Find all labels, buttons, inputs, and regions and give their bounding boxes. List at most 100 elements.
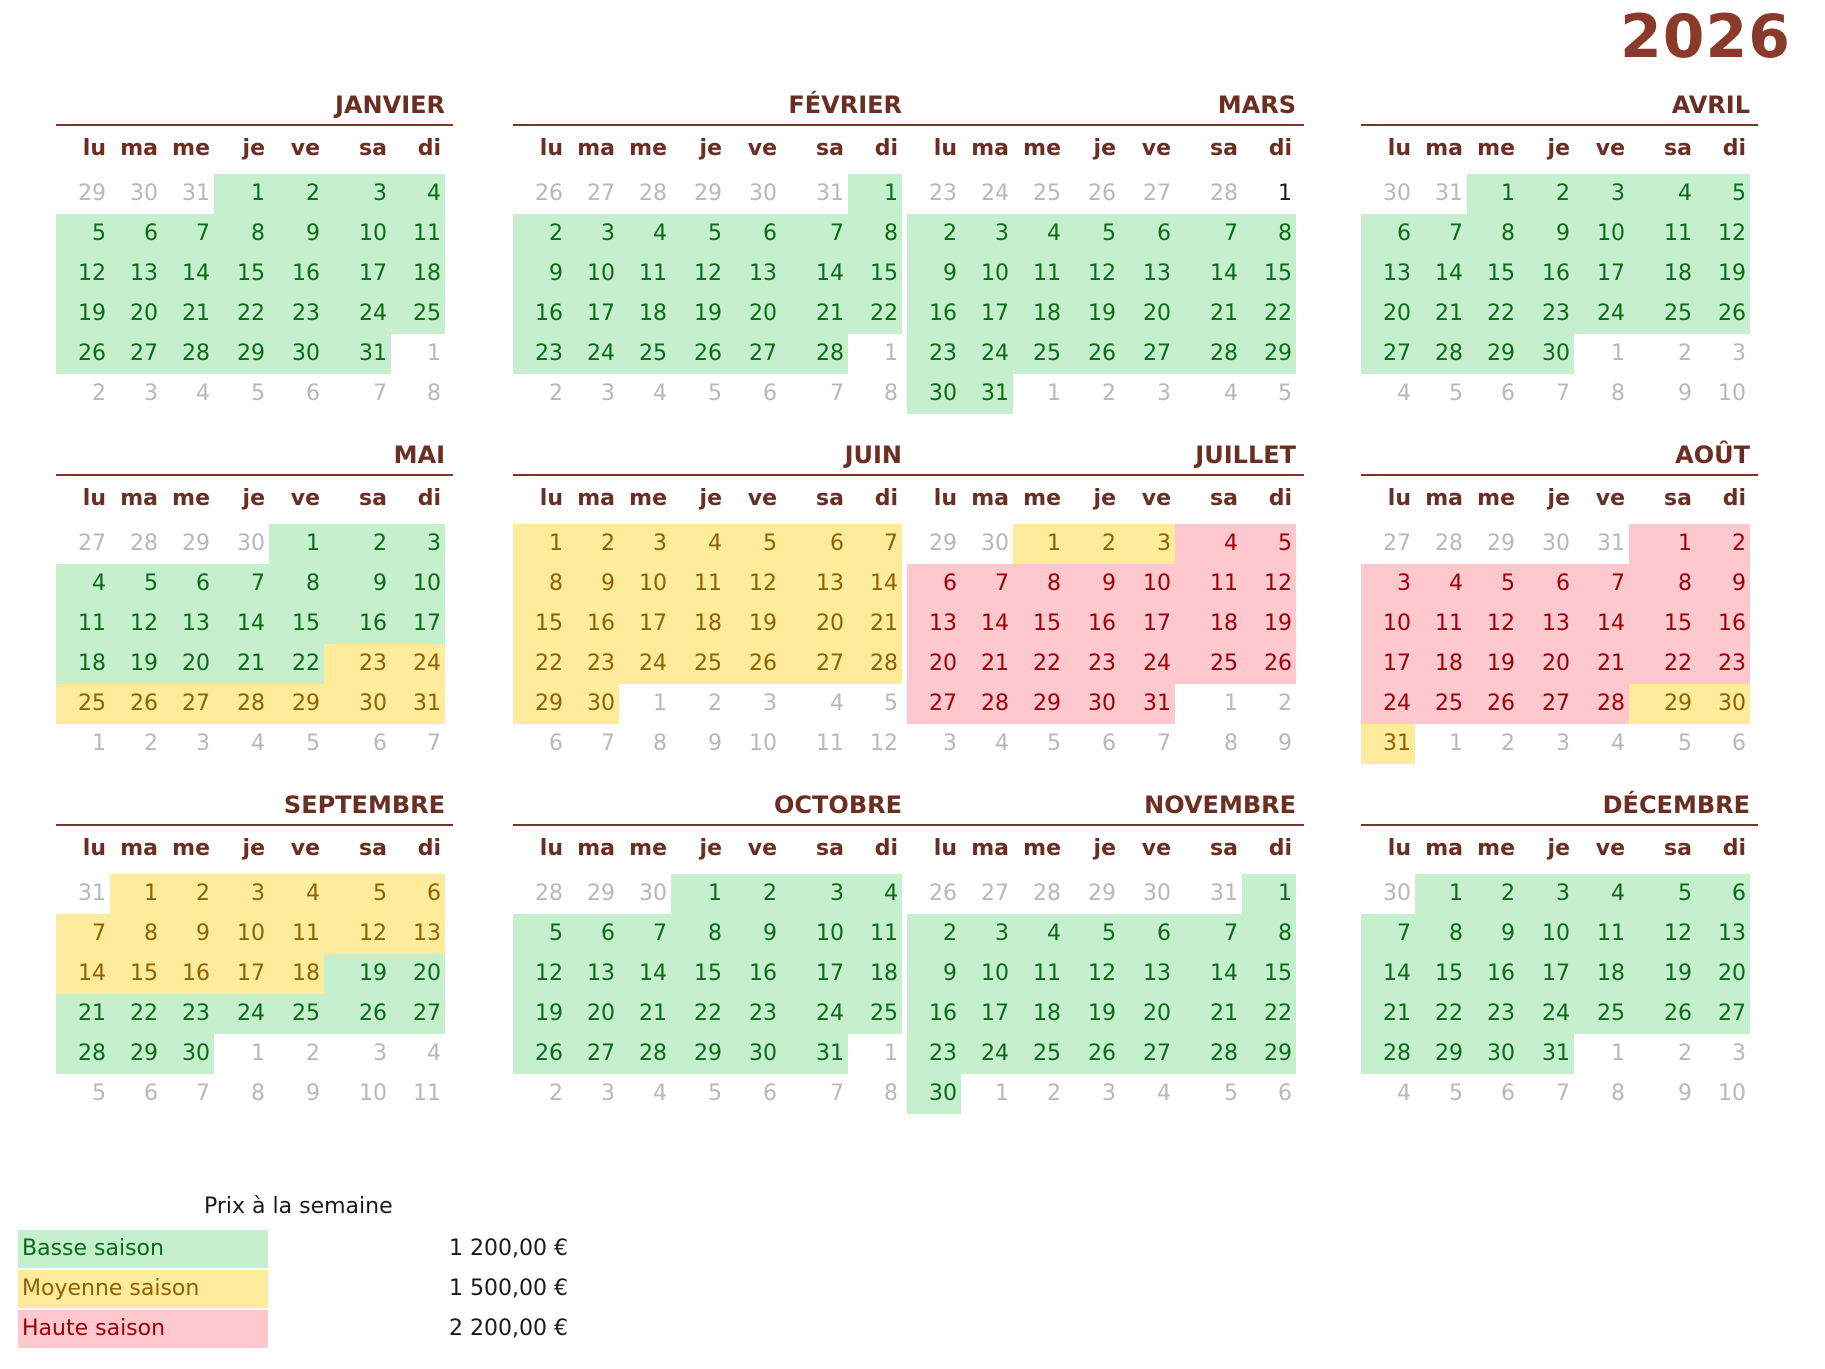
weekday-label: di [874, 486, 898, 511]
adjacent-month-day: 27 [587, 181, 615, 206]
day-cell: 28 [162, 334, 214, 374]
day-cell: 5 [110, 564, 162, 604]
day-cell: 21 [162, 294, 214, 334]
day-cell: 11 [1013, 954, 1065, 994]
adjacent-month-day: 9 [1678, 1081, 1692, 1106]
legend-price-mid-season: 1 500,00 € [449, 1276, 568, 1301]
day-cell: 1 [110, 874, 162, 914]
day-cell: 15 [1242, 254, 1296, 294]
day-cell: 15 [1013, 604, 1065, 644]
day-cell: 17 [1519, 954, 1574, 994]
day-cell: 30 [1065, 684, 1120, 724]
day-cell: 20 [726, 294, 781, 334]
day-cell: 24 [1120, 644, 1175, 684]
adjacent-month-day: 3 [1732, 341, 1746, 366]
weekday-label: je [1093, 486, 1116, 511]
day-cell: 9 [1696, 564, 1750, 604]
day-cell: 29 [1467, 334, 1519, 374]
day-cell: 26 [324, 994, 391, 1034]
adjacent-month-day: 3 [1157, 381, 1171, 406]
adjacent-month-day: 3 [601, 1081, 615, 1106]
day-cell: 22 [1415, 994, 1467, 1034]
day-cell: 1 [513, 524, 567, 564]
adjacent-month-day: 29 [182, 531, 210, 556]
adjacent-month-day: 23 [929, 181, 957, 206]
adjacent-month-day: 2 [549, 381, 563, 406]
adjacent-month-day: 24 [981, 181, 1009, 206]
weekday-label: sa [816, 136, 844, 161]
day-cell: 5 [1065, 214, 1120, 254]
day-cell: 5 [513, 914, 567, 954]
day-cell: 1 [1415, 874, 1467, 914]
adjacent-month-day: 1 [884, 1041, 898, 1066]
weekday-label: lu [933, 136, 957, 161]
day-cell: 24 [1361, 684, 1415, 724]
day-cell: 1 [1278, 181, 1292, 206]
day-cell: 8 [110, 914, 162, 954]
day-cell: 30 [1467, 1034, 1519, 1074]
month-9: SEPTEMBRE lu ma me je ve sa di 31 1 2 3 4 5 6 7 8 9 10 11 12… [56, 790, 453, 1130]
day-cell: 15 [1242, 954, 1296, 994]
day-cell: 7 [961, 564, 1013, 604]
adjacent-month-day: 6 [549, 731, 563, 756]
day-cell: 3 [619, 524, 671, 564]
adjacent-month-day: 1 [1449, 731, 1463, 756]
day-cell: 17 [324, 254, 391, 294]
adjacent-month-day: 10 [749, 731, 777, 756]
day-cell: 17 [1120, 604, 1175, 644]
day-cell: 1 [671, 874, 726, 914]
day-cell: 31 [391, 684, 445, 724]
day-cell: 20 [1120, 994, 1175, 1034]
day-cell: 16 [324, 604, 391, 644]
day-cell: 26 [1696, 294, 1750, 334]
month-2: FÉVRIER lu ma me je ve sa di 26 27 28 29 30 31 1 2 3 4 5 6 7… [513, 90, 910, 430]
day-cell: 3 [1519, 874, 1574, 914]
adjacent-month-day: 1 [1047, 381, 1061, 406]
adjacent-month-day: 30 [1143, 881, 1171, 906]
day-cell: 30 [726, 1034, 781, 1074]
day-cell: 25 [56, 684, 110, 724]
day-cell: 19 [513, 994, 567, 1034]
adjacent-month-day: 7 [830, 1081, 844, 1106]
weekday-label: ve [747, 136, 777, 161]
day-cell: 15 [848, 254, 902, 294]
adjacent-month-day: 2 [1102, 381, 1116, 406]
weekday-label: ma [971, 136, 1009, 161]
month-divider [907, 824, 1304, 826]
day-cell: 7 [1175, 914, 1242, 954]
day-cell: 20 [110, 294, 162, 334]
weekday-label: di [1268, 486, 1292, 511]
weekday-label: ma [120, 486, 158, 511]
weekday-label: me [629, 836, 667, 861]
day-cell: 12 [1629, 914, 1696, 954]
weekday-label: sa [1664, 136, 1692, 161]
month-title: MARS [1217, 91, 1296, 119]
month-title: SEPTEMBRE [283, 791, 445, 819]
day-cell: 28 [1415, 334, 1467, 374]
adjacent-month-day: 6 [1501, 381, 1515, 406]
weekday-label: je [242, 136, 265, 161]
day-cell: 26 [1065, 334, 1120, 374]
day-cell: 25 [1013, 1034, 1065, 1074]
adjacent-month-day: 3 [601, 381, 615, 406]
day-cell: 11 [848, 914, 902, 954]
adjacent-month-day: 28 [535, 881, 563, 906]
day-cell: 19 [671, 294, 726, 334]
day-cell: 27 [781, 644, 848, 684]
day-cell: 19 [56, 294, 110, 334]
day-cell: 13 [907, 604, 961, 644]
day-cell: 6 [1696, 874, 1750, 914]
weekday-label: me [1477, 836, 1515, 861]
weekday-label: je [242, 486, 265, 511]
weekday-label: je [1093, 136, 1116, 161]
adjacent-month-day: 2 [708, 691, 722, 716]
day-cell: 2 [1467, 874, 1519, 914]
day-cell: 1 [848, 174, 902, 214]
day-cell: 31 [961, 374, 1013, 414]
day-cell: 16 [1065, 604, 1120, 644]
year-title: 2026 [1620, 2, 1791, 72]
adjacent-month-day: 8 [653, 731, 667, 756]
adjacent-month-day: 1 [1611, 341, 1625, 366]
day-cell: 14 [619, 954, 671, 994]
day-cell: 9 [1519, 214, 1574, 254]
